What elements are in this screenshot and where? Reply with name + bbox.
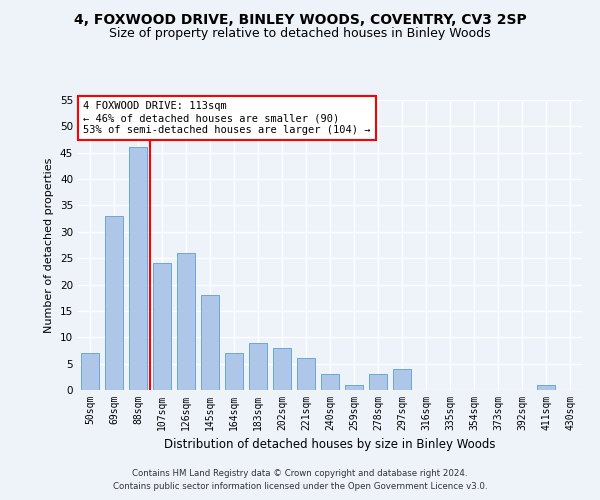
Bar xyxy=(225,353,243,390)
Bar xyxy=(321,374,339,390)
Text: Size of property relative to detached houses in Binley Woods: Size of property relative to detached ho… xyxy=(109,28,491,40)
Bar xyxy=(81,353,99,390)
Bar xyxy=(129,148,147,390)
Text: 4 FOXWOOD DRIVE: 113sqm
← 46% of detached houses are smaller (90)
53% of semi-de: 4 FOXWOOD DRIVE: 113sqm ← 46% of detache… xyxy=(83,102,371,134)
Y-axis label: Number of detached properties: Number of detached properties xyxy=(44,158,55,332)
X-axis label: Distribution of detached houses by size in Binley Woods: Distribution of detached houses by size … xyxy=(164,438,496,452)
Bar xyxy=(177,253,195,390)
Text: Contains public sector information licensed under the Open Government Licence v3: Contains public sector information licen… xyxy=(113,482,487,491)
Bar xyxy=(393,369,411,390)
Bar xyxy=(153,264,171,390)
Bar xyxy=(369,374,387,390)
Text: 4, FOXWOOD DRIVE, BINLEY WOODS, COVENTRY, CV3 2SP: 4, FOXWOOD DRIVE, BINLEY WOODS, COVENTRY… xyxy=(74,12,526,26)
Bar xyxy=(297,358,315,390)
Bar xyxy=(345,384,363,390)
Bar xyxy=(273,348,291,390)
Bar xyxy=(537,384,555,390)
Bar xyxy=(105,216,123,390)
Text: Contains HM Land Registry data © Crown copyright and database right 2024.: Contains HM Land Registry data © Crown c… xyxy=(132,468,468,477)
Bar xyxy=(201,295,219,390)
Bar xyxy=(249,342,267,390)
